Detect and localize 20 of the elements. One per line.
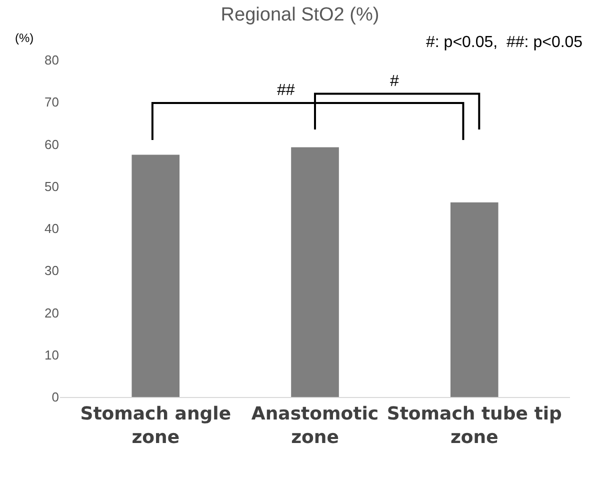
y-tick-label: 70 <box>44 94 59 110</box>
y-tick-label: 10 <box>44 347 59 362</box>
y-tick-label: 50 <box>44 178 59 194</box>
y-tick-label: 0 <box>52 390 59 405</box>
x-tick-label: Stomach angle zone <box>80 404 232 448</box>
bar <box>291 147 339 397</box>
x-tick-label: Stomach tube tip zone <box>386 404 562 448</box>
text: #: p<0.05, ##: p<0.05 <box>426 34 583 51</box>
y-axis-title: (%) <box>15 31 34 45</box>
chart-title: Regional StO2 (%) <box>220 4 380 26</box>
y-tick-label: 40 <box>44 221 59 236</box>
y-tick-label: 20 <box>44 305 59 320</box>
bar <box>132 154 180 397</box>
annotation: # <box>390 73 399 90</box>
y-tick-label: 60 <box>44 136 59 152</box>
y-tick-label: 80 <box>44 52 59 68</box>
x-tick-label: Anastomotic zone <box>251 404 379 448</box>
annotation: ## <box>277 82 295 99</box>
bar <box>450 202 498 397</box>
y-tick-label: 30 <box>44 263 59 278</box>
